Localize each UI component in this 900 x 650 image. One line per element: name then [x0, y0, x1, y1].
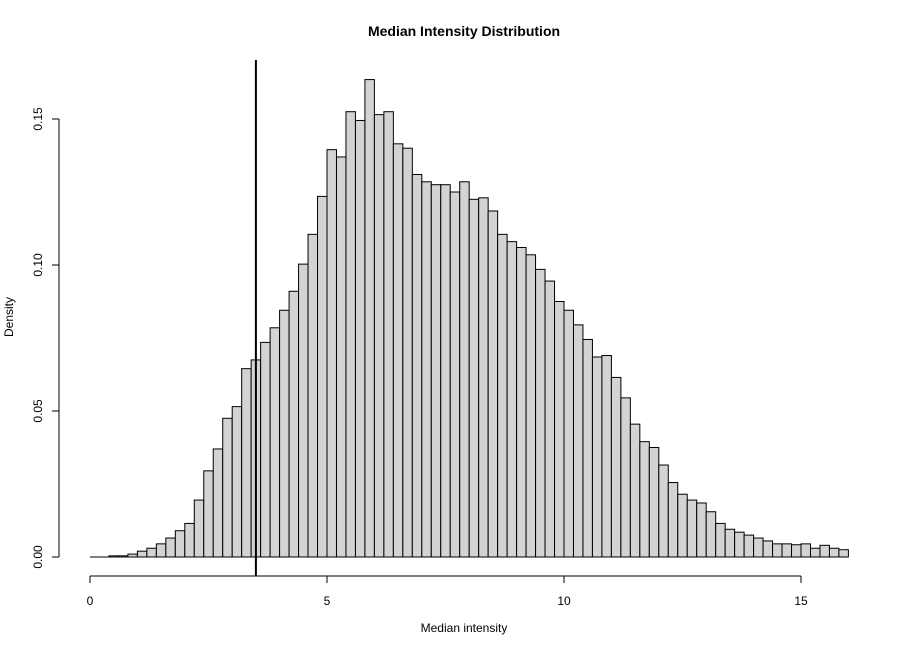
histogram-bar: [639, 441, 650, 558]
histogram-bar: [610, 376, 622, 558]
histogram-bar: [136, 550, 148, 558]
histogram-bar: [563, 309, 574, 558]
histogram-bar: [279, 309, 290, 558]
histogram-bar: [686, 499, 698, 558]
histogram-bar: [459, 181, 470, 558]
histogram-bar: [658, 464, 669, 558]
histogram-bar: [838, 549, 849, 558]
histogram-bar: [165, 537, 176, 558]
histogram-bar: [478, 197, 489, 558]
histogram-bar: [601, 355, 612, 558]
histogram-bar: [516, 246, 527, 558]
histogram-bar: [572, 324, 584, 558]
histogram-bar: [762, 540, 774, 558]
y-axis: 0.00 0.05 0.10 0.15: [31, 107, 60, 569]
histogram-bar: [411, 173, 423, 558]
histogram-bar: [743, 534, 755, 558]
histogram-bar: [345, 111, 356, 558]
histogram-bar: [440, 184, 451, 558]
histogram-bar: [354, 119, 366, 558]
histogram-bar: [535, 268, 546, 558]
histogram-bar: [544, 280, 556, 558]
histogram-bar: [506, 241, 518, 558]
histogram-bar: [222, 417, 233, 558]
histogram-bar: [800, 543, 811, 558]
histogram-bar: [809, 547, 821, 558]
histogram-bars: [108, 79, 849, 558]
histogram-bar: [734, 531, 745, 558]
histogram-bar: [307, 233, 319, 558]
y-axis-label: Density: [2, 297, 16, 337]
histogram-bar: [620, 397, 631, 558]
histogram-bar: [430, 184, 442, 558]
histogram-bar: [781, 543, 793, 558]
histogram-bar: [705, 511, 717, 558]
histogram-bar: [364, 79, 375, 558]
histogram-bar: [819, 544, 830, 558]
histogram-bar: [487, 210, 499, 558]
histogram-bar: [449, 191, 461, 558]
x-axis: 0 5 10 15: [87, 575, 808, 608]
y-tick-label: 0.10: [31, 253, 45, 277]
histogram-bar: [402, 147, 413, 558]
histogram-bar: [269, 327, 281, 558]
y-tick-label: 0.05: [31, 399, 45, 423]
histogram-bar: [193, 499, 205, 558]
x-tick-label: 10: [557, 594, 571, 608]
histogram-bar: [667, 482, 679, 558]
histogram-bar: [298, 263, 309, 558]
histogram-bar: [288, 290, 300, 558]
histogram-bar: [174, 530, 186, 558]
x-tick-label: 5: [324, 594, 331, 608]
histogram-bar: [525, 254, 537, 558]
x-tick-label: 0: [87, 594, 94, 608]
chart-title: Median Intensity Distribution: [368, 23, 560, 39]
histogram-bar: [231, 406, 243, 558]
y-tick-label: 0.00: [31, 545, 45, 569]
histogram-bar: [155, 543, 167, 558]
histogram-bar: [421, 181, 432, 558]
histogram-bar: [241, 368, 252, 558]
histogram-bar: [791, 544, 802, 558]
histogram-bar: [383, 111, 394, 558]
histogram-bar: [326, 149, 337, 558]
histogram-bar: [317, 195, 328, 558]
histogram-bar: [184, 522, 195, 558]
histogram-bar: [591, 356, 603, 558]
histogram-bar: [629, 423, 641, 558]
y-tick-label: 0.15: [31, 107, 45, 131]
histogram-bar: [497, 233, 508, 558]
histogram-bar: [260, 341, 271, 558]
histogram-bar: [146, 547, 157, 558]
histogram-bar: [373, 114, 385, 558]
histogram-bar: [696, 502, 707, 558]
histogram-bar: [212, 448, 224, 558]
histogram-bar: [335, 156, 347, 558]
x-tick-label: 15: [794, 594, 808, 608]
histogram-bar: [203, 470, 214, 558]
x-axis-label: Median intensity: [421, 621, 508, 635]
histogram-bar: [772, 543, 783, 558]
histogram-bar: [677, 493, 688, 558]
histogram-bar: [648, 447, 660, 558]
histogram-bar: [715, 522, 726, 558]
histogram-bar: [582, 338, 593, 558]
histogram-bar: [392, 143, 404, 558]
histogram-bar: [828, 547, 840, 558]
histogram-bar: [468, 198, 480, 558]
histogram-bar: [724, 528, 736, 558]
histogram-bar: [554, 301, 565, 558]
histogram-bar: [753, 537, 764, 558]
